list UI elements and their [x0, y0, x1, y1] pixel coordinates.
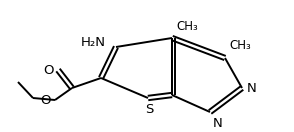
- Text: H₂N: H₂N: [81, 37, 106, 50]
- Text: CH₃: CH₃: [229, 39, 251, 52]
- Text: N: N: [213, 117, 223, 130]
- Text: O: O: [41, 95, 51, 107]
- Text: N: N: [247, 81, 257, 95]
- Text: S: S: [145, 103, 153, 116]
- Text: CH₃: CH₃: [176, 20, 198, 33]
- Text: O: O: [44, 63, 54, 77]
